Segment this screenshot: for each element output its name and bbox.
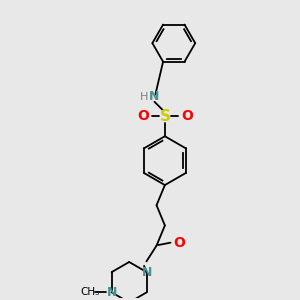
- Text: CH₃: CH₃: [81, 287, 100, 297]
- Text: O: O: [137, 109, 149, 123]
- Text: N: N: [106, 286, 117, 299]
- Text: H: H: [140, 92, 148, 102]
- Text: S: S: [159, 109, 170, 124]
- Text: O: O: [173, 236, 185, 250]
- Text: O: O: [181, 109, 193, 123]
- Text: N: N: [148, 90, 159, 103]
- Text: N: N: [142, 266, 152, 279]
